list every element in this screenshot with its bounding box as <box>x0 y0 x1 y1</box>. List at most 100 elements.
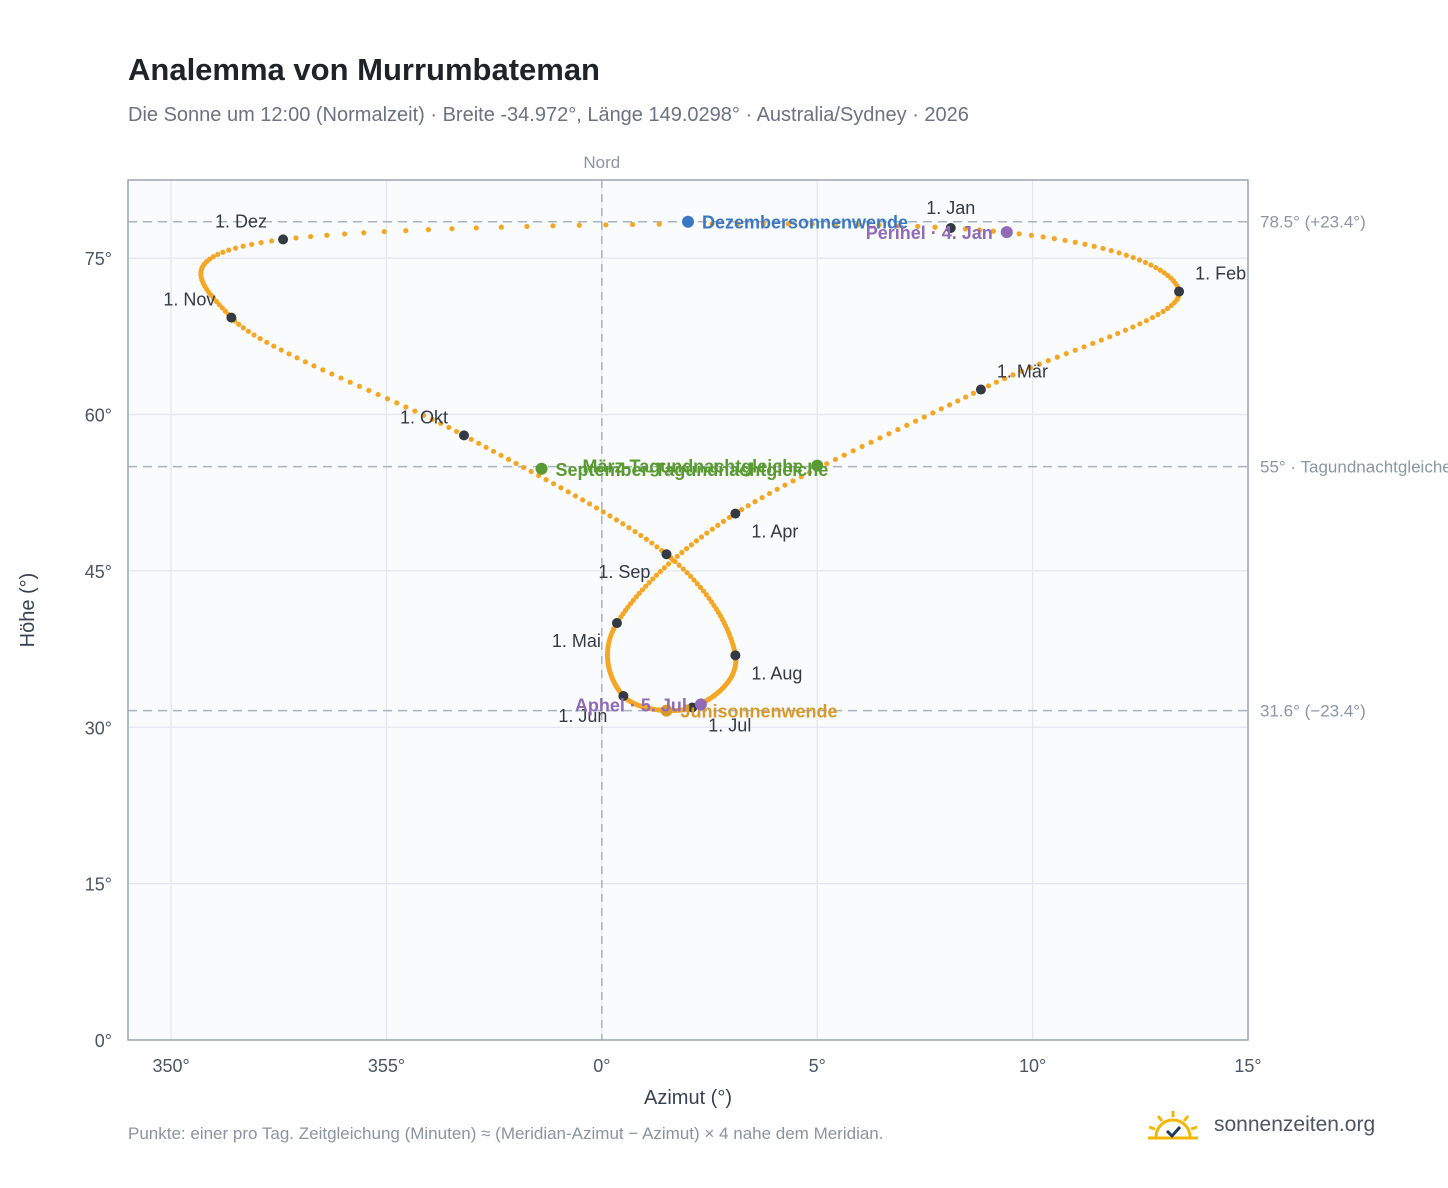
day-point <box>302 359 309 365</box>
day-point <box>946 402 953 408</box>
brand-name[interactable]: sonnenzeiten.org <box>1214 1113 1376 1136</box>
x-tick-label: 355° <box>368 1056 405 1076</box>
event-label: März-Tagundnachtgleiche <box>583 457 804 477</box>
day-point <box>679 549 685 556</box>
day-point <box>993 379 999 385</box>
day-point <box>210 254 216 260</box>
month-label: 1. Dez <box>215 211 267 231</box>
month-label: 1. Mai <box>552 631 601 651</box>
day-point <box>626 525 632 531</box>
day-point <box>720 518 727 524</box>
day-point <box>403 228 409 234</box>
x-tick-label: 0° <box>593 1056 610 1076</box>
day-point <box>528 468 534 475</box>
month-marker <box>687 702 698 713</box>
day-point <box>1164 305 1171 312</box>
day-point <box>449 226 455 232</box>
day-point <box>661 565 668 571</box>
day-point <box>294 355 300 361</box>
event-label: Dezembersonnenwende <box>702 213 908 233</box>
day-point <box>676 562 682 568</box>
day-point <box>576 222 582 228</box>
day-point <box>709 526 715 532</box>
day-point <box>698 534 705 540</box>
day-point <box>603 222 609 228</box>
day-point <box>665 561 672 567</box>
meridian-label: Nord <box>583 153 620 172</box>
day-point <box>468 436 474 442</box>
day-point <box>1062 237 1068 244</box>
day-point <box>381 229 387 235</box>
reference-label: 55° · Tagundnachtgleiche <box>1260 458 1448 477</box>
day-point <box>271 343 277 349</box>
day-point <box>1090 340 1096 347</box>
day-point <box>375 391 381 398</box>
day-point <box>650 576 656 582</box>
day-point <box>704 530 710 536</box>
day-point <box>324 232 330 238</box>
day-point <box>633 594 639 600</box>
day-point <box>1116 250 1122 256</box>
plot-background <box>128 180 1248 1040</box>
day-point <box>735 221 741 227</box>
month-marker <box>730 650 741 661</box>
day-point <box>1148 262 1154 268</box>
day-point <box>877 435 883 441</box>
day-point <box>1149 314 1156 321</box>
day-point <box>513 460 519 467</box>
day-point <box>790 478 796 484</box>
day-point <box>726 514 732 521</box>
day-point <box>490 448 497 454</box>
day-point <box>232 245 239 251</box>
month-label: 1. Jun <box>558 706 607 726</box>
x-axis-label: Azimut (°) <box>644 1087 732 1109</box>
y-tick-label: 0° <box>95 1031 112 1051</box>
day-point <box>629 221 636 228</box>
day-point <box>251 332 257 338</box>
y-tick-label: 60° <box>85 406 112 426</box>
day-point <box>638 532 644 539</box>
day-point <box>691 577 697 583</box>
day-point <box>245 328 251 334</box>
event-label: Junisonnenwende <box>680 702 837 722</box>
month-marker <box>1174 286 1185 297</box>
day-point <box>895 426 901 433</box>
day-point <box>782 482 788 488</box>
day-point <box>636 590 642 596</box>
day-point <box>311 363 317 369</box>
month-marker <box>975 384 986 395</box>
day-point <box>1136 257 1143 263</box>
day-point <box>1155 311 1161 318</box>
day-point <box>990 228 996 234</box>
day-point <box>565 489 571 495</box>
day-point <box>700 588 707 594</box>
day-point <box>1107 334 1113 340</box>
month-label: 1. Feb <box>1195 264 1246 284</box>
day-point <box>236 321 242 327</box>
day-point <box>1036 361 1042 367</box>
day-point <box>739 507 745 513</box>
day-point <box>257 336 263 342</box>
day-point <box>258 240 264 246</box>
month-marker <box>278 234 289 245</box>
y-tick-label: 30° <box>85 718 112 738</box>
day-point <box>841 452 847 458</box>
day-point <box>249 241 255 247</box>
event-marker <box>1000 226 1013 239</box>
day-point <box>438 420 444 426</box>
day-point <box>1157 267 1163 273</box>
day-point <box>476 440 482 446</box>
day-point <box>342 231 348 237</box>
event-marker <box>694 698 707 711</box>
month-label: 1. Okt <box>400 407 448 427</box>
month-label: 1. Sep <box>598 562 650 582</box>
day-point <box>308 233 314 240</box>
day-point <box>1016 231 1022 237</box>
day-point <box>620 521 626 527</box>
event-marker <box>660 704 673 717</box>
brand[interactable]: sonnenzeiten.org <box>1146 1100 1375 1150</box>
day-point <box>639 587 646 593</box>
day-point <box>656 221 662 227</box>
day-point <box>921 414 927 420</box>
